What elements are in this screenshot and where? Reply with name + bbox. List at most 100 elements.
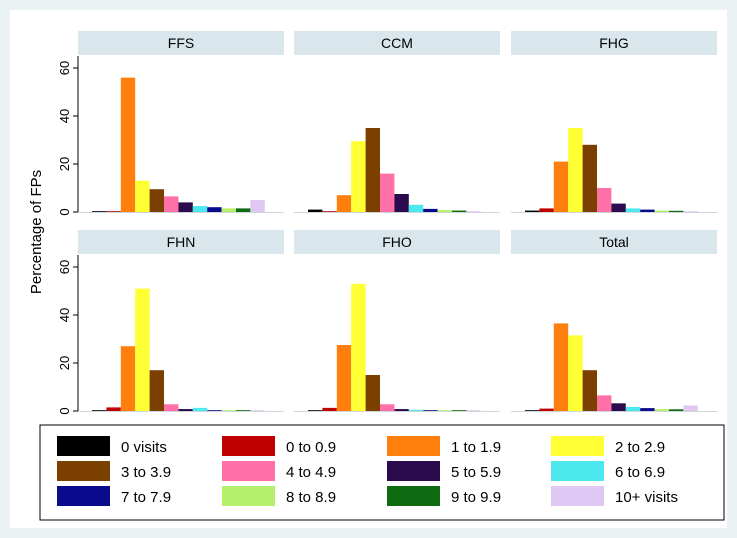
bar-fhg-2-to-2-9 [568,128,583,212]
bar-total-4-to-4-9 [597,395,612,411]
legend-label-10plus-visits: 10+ visits [615,489,678,506]
y-tick-label: 60 [57,260,72,274]
bar-ffs-4-to-4-9 [164,196,179,212]
bar-fho-8-to-8-9 [437,410,452,411]
bar-fhn-5-to-5-9 [178,409,193,411]
bar-ffs-7-to-7-9 [207,207,222,212]
bar-fho-10plus-visits [466,410,481,411]
bar-total-0-visits [525,410,540,411]
bar-ffs-5-to-5-9 [178,202,193,212]
panel-header [511,230,717,254]
bar-fhg-10plus-visits [683,211,698,212]
bar-fhg-5-to-5-9 [611,203,626,212]
bar-fhn-10plus-visits [250,410,265,411]
y-tick-label: 0 [57,208,72,215]
legend-swatch-6-to-6-9 [551,461,604,481]
bar-fhn-0-to-0-9 [106,407,121,411]
panel-header [78,31,284,55]
bar-ccm-3-to-3-9 [365,128,380,212]
bar-fhn-2-to-2-9 [135,288,150,411]
bar-fhg-8-to-8-9 [654,210,669,212]
legend-label-1-to-1-9: 1 to 1.9 [451,439,501,456]
bar-fhn-4-to-4-9 [164,404,179,411]
legend-label-8-to-8-9: 8 to 8.9 [286,489,336,506]
panel-title: FHO [382,234,412,250]
bar-total-8-to-8-9 [654,409,669,411]
legend-label-4-to-4-9: 4 to 4.9 [286,464,336,481]
legend-swatch-2-to-2-9 [551,436,604,456]
bar-ccm-5-to-5-9 [394,194,409,212]
legend-swatch-5-to-5-9 [387,461,440,481]
legend-swatch-1-to-1-9 [387,436,440,456]
legend-label-7-to-7-9: 7 to 7.9 [121,489,171,506]
bar-ccm-0-visits [308,209,323,212]
bar-total-1-to-1-9 [553,323,569,411]
bar-ffs-1-to-1-9 [120,77,136,212]
panel-header [78,230,284,254]
bar-ccm-9-to-9-9 [452,210,467,212]
y-tick-label: 40 [57,109,72,123]
bar-total-10plus-visits [683,405,698,411]
panel-header [294,230,500,254]
bar-ffs-2-to-2-9 [135,180,150,212]
bar-ffs-6-to-6-9 [192,206,208,212]
bar-total-2-to-2-9 [568,335,583,411]
legend-label-9-to-9-9: 9 to 9.9 [451,489,501,506]
bar-ccm-8-to-8-9 [437,210,452,212]
bar-total-6-to-6-9 [625,406,641,411]
panel-title: FFS [168,35,194,51]
bar-ffs-10plus-visits [250,200,265,212]
bar-fhg-0-to-0-9 [539,208,554,212]
legend-swatch-10plus-visits [551,486,604,506]
bar-ffs-0-visits [92,211,107,212]
bar-fhg-9-to-9-9 [669,210,684,212]
bar-ccm-0-to-0-9 [322,211,337,212]
bar-total-5-to-5-9 [611,403,626,411]
panel-title: FHG [599,35,629,51]
bar-fhn-1-to-1-9 [120,346,136,411]
bar-total-7-to-7-9 [640,408,655,411]
bar-fhg-1-to-1-9 [553,161,569,212]
panel-title: Total [599,234,629,250]
bar-ccm-2-to-2-9 [351,141,366,212]
bar-ccm-10plus-visits [466,211,481,212]
bar-fho-0-visits [308,410,323,411]
panel-title: FHN [167,234,196,250]
bar-fhg-4-to-4-9 [597,188,612,212]
panel-fhn: FHN 0 20 40 60 [57,230,284,415]
bar-fho-4-to-4-9 [380,404,395,411]
panels: FFS 0 20 40 60 CCM FHG FHN 0 20 40 60 FHO Total [57,31,717,415]
bar-fhn-0-visits [92,410,107,411]
bar-fho-5-to-5-9 [394,409,409,411]
legend-label-2-to-2-9: 2 to 2.9 [615,439,665,456]
bar-ccm-6-to-6-9 [408,204,424,212]
legend-swatch-0-to-0-9 [222,436,275,456]
bar-fhn-7-to-7-9 [207,410,222,411]
bar-fho-2-to-2-9 [351,283,366,411]
panel-header [294,31,500,55]
bar-fhg-0-visits [525,210,540,212]
bar-fhn-9-to-9-9 [236,410,251,411]
bar-fhg-7-to-7-9 [640,209,655,212]
panel-ccm: CCM [294,31,500,213]
legend-swatch-7-to-7-9 [57,486,110,506]
legend-box [39,424,725,521]
bar-fho-0-to-0-9 [322,407,337,411]
legend-label-0-to-0-9: 0 to 0.9 [286,439,336,456]
panel-fhg: FHG [511,31,717,213]
bar-fhg-6-to-6-9 [625,208,641,212]
legend-label-6-to-6-9: 6 to 6.9 [615,464,665,481]
bar-ffs-3-to-3-9 [149,189,164,212]
bar-ccm-1-to-1-9 [336,195,352,212]
bar-total-0-to-0-9 [539,408,554,411]
legend-label-5-to-5-9: 5 to 5.9 [451,464,501,481]
bar-fhn-6-to-6-9 [192,407,208,411]
bar-fhg-3-to-3-9 [582,144,597,212]
legend-swatch-3-to-3-9 [57,461,110,481]
bar-total-3-to-3-9 [582,370,597,411]
bar-total-9-to-9-9 [669,409,684,411]
panel-header [511,31,717,55]
y-tick-label: 20 [57,356,72,370]
bar-ffs-0-to-0-9 [106,211,121,212]
legend-swatch-0-visits [57,436,110,456]
